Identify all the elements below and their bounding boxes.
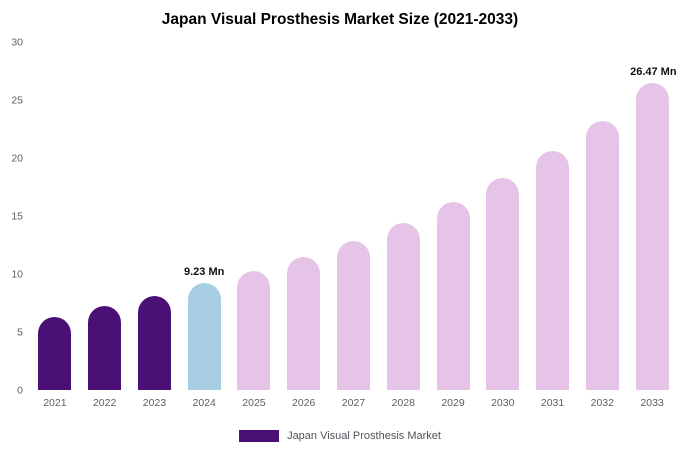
bar-column-2022: 2022 — [80, 42, 130, 409]
y-tick-label: 10 — [11, 267, 23, 280]
x-tick-label: 2025 — [242, 397, 266, 409]
bar-column-2026: 2026 — [279, 42, 329, 409]
bar-column-2032: 2032 — [577, 42, 627, 409]
bar-2024: 9.23 Mn — [184, 266, 224, 390]
y-axis: 0 5 10 15 20 25 30 — [0, 37, 26, 395]
bar-2021 — [38, 316, 72, 390]
x-tick-label: 2030 — [491, 397, 515, 409]
legend: Japan Visual Prosthesis Market — [0, 430, 680, 442]
bar-2031 — [536, 151, 570, 390]
bar-2022 — [88, 306, 122, 390]
x-tick-label: 2023 — [142, 397, 167, 409]
bar-column-2023: 2023 — [130, 42, 180, 409]
bar-column-2029: 2029 — [428, 42, 478, 409]
bar-column-2025: 2025 — [229, 42, 279, 409]
x-tick-label: 2031 — [540, 397, 565, 409]
bar-column-2021: 2021 — [30, 42, 80, 409]
y-tick-label: 30 — [11, 35, 23, 48]
bar-2033: 26.47 Mn — [630, 66, 677, 390]
bar-2026 — [287, 256, 321, 390]
y-tick-label: 0 — [17, 383, 23, 396]
x-tick-label: 2027 — [341, 397, 366, 409]
data-label-2024: 9.23 Mn — [183, 265, 225, 278]
bar-2032 — [585, 120, 619, 390]
bar-column-2024: 9.23 Mn 2024 — [179, 42, 229, 409]
legend-swatch — [239, 430, 280, 442]
x-tick-label: 2032 — [590, 397, 614, 409]
bars-container: 2021 2022 2023 9.23 Mn 2024 2025 2026 2027 2028 2… — [30, 42, 677, 409]
bar-2023 — [137, 296, 171, 390]
x-tick-label: 2021 — [43, 397, 67, 409]
legend-label: Japan Visual Prosthesis Market — [287, 430, 441, 442]
bar-2025 — [237, 271, 271, 390]
bar-2027 — [336, 240, 370, 390]
y-tick-label: 15 — [11, 209, 23, 222]
x-tick-label: 2026 — [292, 397, 316, 409]
y-tick-label: 25 — [11, 93, 23, 106]
bar-column-2031: 2031 — [528, 42, 578, 409]
bar-2029 — [436, 202, 470, 390]
bar-column-2027: 2027 — [329, 42, 379, 409]
x-tick-label: 2022 — [92, 397, 117, 409]
y-tick-label: 20 — [11, 151, 23, 164]
data-label-2033: 26.47 Mn — [630, 65, 677, 78]
bar-column-2033: 26.47 Mn 2033 — [627, 42, 677, 409]
x-tick-label: 2029 — [441, 397, 465, 409]
y-tick-label: 5 — [17, 325, 23, 338]
bar-column-2028: 2028 — [378, 42, 428, 409]
bar-2030 — [486, 177, 520, 390]
x-tick-label: 2028 — [391, 397, 415, 409]
bar-column-2030: 2030 — [478, 42, 528, 409]
chart-title: Japan Visual Prosthesis Market Size (202… — [161, 11, 519, 28]
x-tick-label: 2033 — [640, 397, 664, 409]
x-tick-label: 2024 — [192, 397, 216, 409]
bar-2028 — [386, 222, 420, 390]
